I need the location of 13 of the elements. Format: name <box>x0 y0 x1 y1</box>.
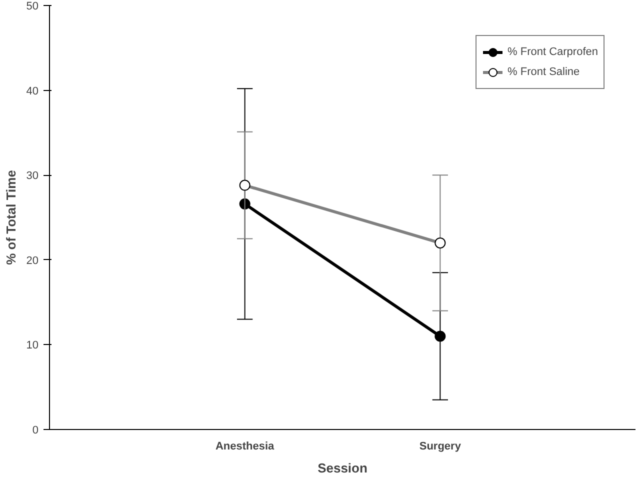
y-tick-label: 30 <box>26 170 39 182</box>
x-axis-title: Session <box>318 460 368 476</box>
y-tick-label: 10 <box>26 340 39 352</box>
y-tick-label: 0 <box>32 424 39 436</box>
point <box>434 330 446 342</box>
y-axis-title: % of Total Time <box>3 170 18 265</box>
x-tick-label: Surgery <box>419 440 462 452</box>
y-tick-label: 50 <box>26 0 39 12</box>
y-tick-label: 40 <box>26 85 39 98</box>
legend-label: % Front Carprofen <box>508 46 598 58</box>
legend-label: % Front Saline <box>508 66 580 78</box>
x-tick-label: Anesthesia <box>215 440 276 452</box>
y-tick-label: 20 <box>26 254 39 267</box>
